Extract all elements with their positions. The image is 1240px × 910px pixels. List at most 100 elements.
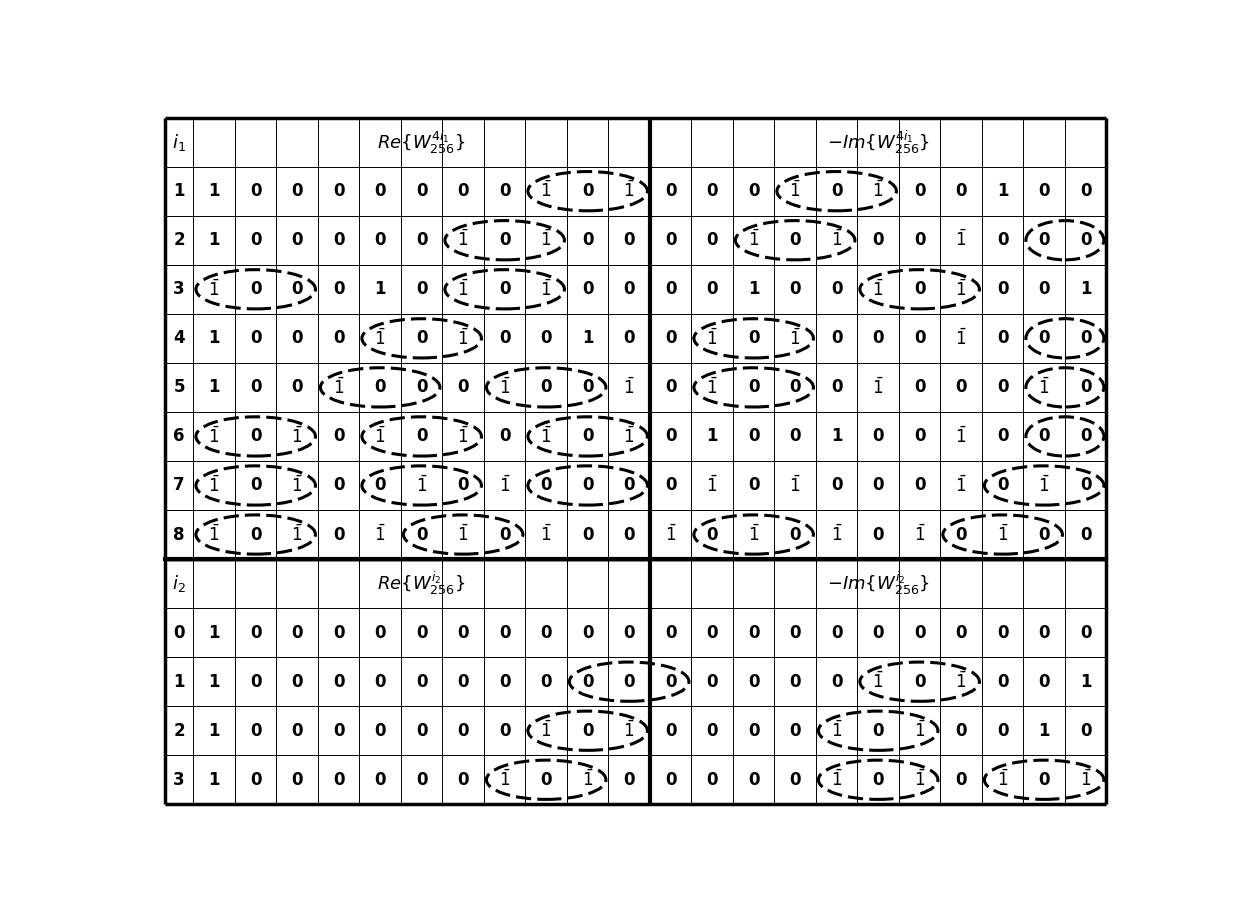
Text: 0: 0: [332, 477, 345, 494]
Text: $\bar{1}$: $\bar{1}$: [498, 377, 511, 398]
Text: 0: 0: [748, 182, 759, 200]
Text: $\bar{1}$: $\bar{1}$: [624, 181, 635, 201]
Text: 0: 0: [1038, 231, 1050, 249]
Text: 0: 0: [291, 771, 303, 789]
Text: 0: 0: [997, 722, 1008, 740]
Text: 0: 0: [914, 623, 925, 642]
Text: 0: 0: [415, 280, 428, 298]
Text: 0: 0: [790, 280, 801, 298]
Text: 0: 0: [707, 231, 718, 249]
Text: 0: 0: [955, 379, 967, 397]
Text: $\bar{1}$: $\bar{1}$: [707, 377, 718, 398]
Text: 0: 0: [332, 623, 345, 642]
Text: $\bar{1}$: $\bar{1}$: [415, 475, 428, 496]
Text: 0: 0: [831, 623, 842, 642]
Text: $\bar{1}$: $\bar{1}$: [624, 377, 635, 398]
Text: 0: 0: [415, 623, 428, 642]
Text: $\bar{1}$: $\bar{1}$: [624, 426, 635, 447]
Text: 0: 0: [665, 672, 676, 691]
Text: 0: 0: [458, 722, 469, 740]
Text: 0: 0: [790, 771, 801, 789]
Text: 0: 0: [498, 231, 511, 249]
Text: 0: 0: [250, 182, 262, 200]
Text: 0: 0: [1038, 672, 1050, 691]
Text: $\bar{1}$: $\bar{1}$: [748, 230, 759, 250]
Text: 0: 0: [415, 525, 428, 543]
Text: 0: 0: [1080, 379, 1091, 397]
Text: 0: 0: [624, 231, 635, 249]
Text: $\bar{1}$: $\bar{1}$: [374, 329, 386, 349]
Text: 0: 0: [997, 428, 1008, 445]
Text: 0: 0: [748, 477, 759, 494]
Text: 0: 0: [831, 329, 842, 348]
Text: 0: 0: [250, 329, 262, 348]
Text: 1: 1: [997, 182, 1008, 200]
Text: 0: 0: [582, 722, 594, 740]
Text: 0: 0: [1080, 525, 1091, 543]
Text: $\bar{1}$: $\bar{1}$: [332, 377, 345, 398]
Text: 1: 1: [1080, 672, 1091, 691]
Text: $\bar{1}$: $\bar{1}$: [914, 770, 925, 790]
Text: $\bar{1}$: $\bar{1}$: [208, 524, 219, 545]
Text: $\bar{1}$: $\bar{1}$: [582, 770, 594, 790]
Text: 0: 0: [415, 672, 428, 691]
Text: $\bar{1}$: $\bar{1}$: [707, 329, 718, 349]
Text: 0: 0: [415, 379, 428, 397]
Text: 0: 0: [498, 623, 511, 642]
Text: 0: 0: [707, 623, 718, 642]
Text: 0: 0: [665, 477, 676, 494]
Text: 0: 0: [914, 182, 925, 200]
Text: 0: 0: [250, 280, 262, 298]
Text: 1: 1: [1080, 280, 1091, 298]
Text: 0: 0: [1038, 280, 1050, 298]
Text: $\bar{1}$: $\bar{1}$: [790, 475, 801, 496]
Text: 0: 0: [873, 771, 884, 789]
Text: 0: 0: [914, 231, 925, 249]
Text: 0: 0: [997, 379, 1008, 397]
Text: $Re\{W_{256}^{i_2}\}$: $Re\{W_{256}^{i_2}\}$: [377, 570, 466, 597]
Text: 0: 0: [582, 280, 594, 298]
Text: 0: 0: [707, 280, 718, 298]
Text: 1: 1: [174, 182, 185, 200]
Text: 1: 1: [208, 623, 219, 642]
Text: $\bar{1}$: $\bar{1}$: [458, 279, 469, 299]
Text: 0: 0: [1080, 477, 1091, 494]
Text: 0: 0: [748, 379, 759, 397]
Text: 0: 0: [748, 672, 759, 691]
Text: 1: 1: [208, 722, 219, 740]
Text: $\bar{1}$: $\bar{1}$: [955, 329, 967, 349]
Text: 0: 0: [250, 771, 262, 789]
Text: 0: 0: [291, 672, 303, 691]
Text: 0: 0: [707, 672, 718, 691]
Text: 0: 0: [914, 280, 925, 298]
Text: 0: 0: [332, 771, 345, 789]
Text: $\bar{1}$: $\bar{1}$: [831, 230, 842, 250]
Text: $\bar{1}$: $\bar{1}$: [955, 672, 967, 692]
Text: $\bar{1}$: $\bar{1}$: [831, 721, 842, 741]
Text: 0: 0: [748, 428, 759, 445]
Text: 0: 0: [415, 771, 428, 789]
Text: 0: 0: [374, 379, 386, 397]
Text: $\bar{1}$: $\bar{1}$: [458, 524, 469, 545]
Text: $\bar{1}$: $\bar{1}$: [997, 524, 1008, 545]
Text: 0: 0: [1080, 428, 1091, 445]
Text: 0: 0: [291, 379, 303, 397]
Text: 0: 0: [332, 182, 345, 200]
Text: 0: 0: [458, 379, 469, 397]
Text: 0: 0: [582, 525, 594, 543]
Text: $\bar{1}$: $\bar{1}$: [291, 475, 303, 496]
Text: 0: 0: [1038, 525, 1050, 543]
Text: 0: 0: [458, 182, 469, 200]
Text: 0: 0: [415, 329, 428, 348]
Text: 1: 1: [174, 672, 185, 691]
Text: 0: 0: [624, 623, 635, 642]
Text: 0: 0: [997, 623, 1008, 642]
Text: 0: 0: [250, 477, 262, 494]
Text: $\bar{1}$: $\bar{1}$: [955, 426, 967, 447]
Text: 0: 0: [1080, 722, 1091, 740]
Text: 0: 0: [831, 672, 842, 691]
Text: $\bar{1}$: $\bar{1}$: [208, 426, 219, 447]
Text: 0: 0: [541, 379, 552, 397]
Text: 8: 8: [174, 525, 185, 543]
Text: 1: 1: [582, 329, 594, 348]
